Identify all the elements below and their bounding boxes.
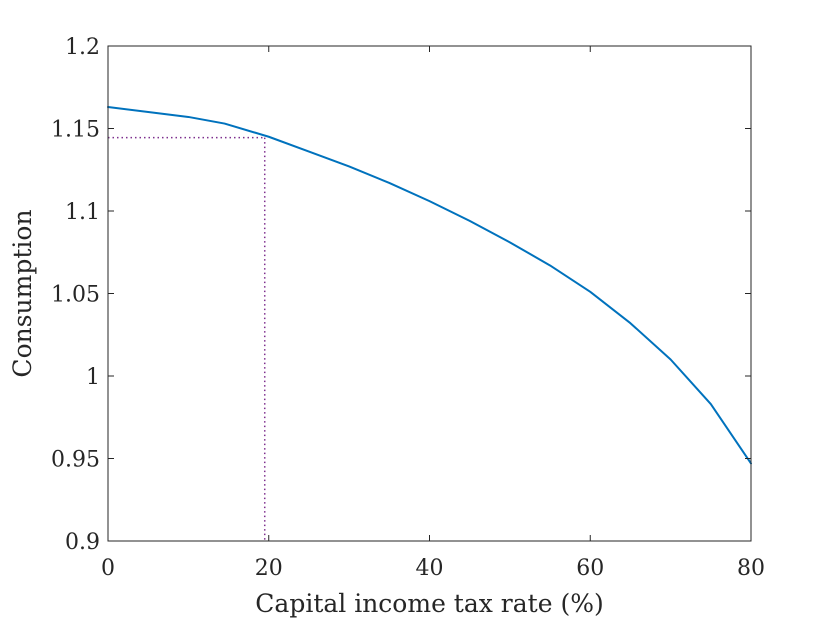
y-tick-label: 1.2: [65, 35, 100, 60]
x-tick-label: 40: [416, 556, 444, 581]
x-tick-label: 0: [101, 556, 115, 581]
x-axis-label: Capital income tax rate (%): [255, 589, 603, 618]
y-axis-label: Consumption: [8, 209, 37, 377]
guide-lines: [108, 136, 266, 541]
series-line: [107, 106, 752, 465]
y-tick-label: 1.15: [51, 118, 100, 143]
x-tick-label: 80: [737, 556, 765, 581]
x-tick-label: 60: [576, 556, 604, 581]
ticks-group: 0 20 40 60 80 0.9 0.95 1 1.05 1.1 1.15 1.2: [51, 35, 765, 581]
x-tick-label: 20: [255, 556, 283, 581]
y-tick-label: 1: [86, 365, 100, 390]
series-group: [107, 106, 752, 465]
y-tick-label: 0.9: [65, 530, 100, 555]
y-tick-label: 1.05: [51, 283, 100, 308]
y-tick-label: 0.95: [51, 448, 100, 473]
plot-background: [108, 46, 751, 541]
y-tick-label: 1.1: [65, 200, 100, 225]
